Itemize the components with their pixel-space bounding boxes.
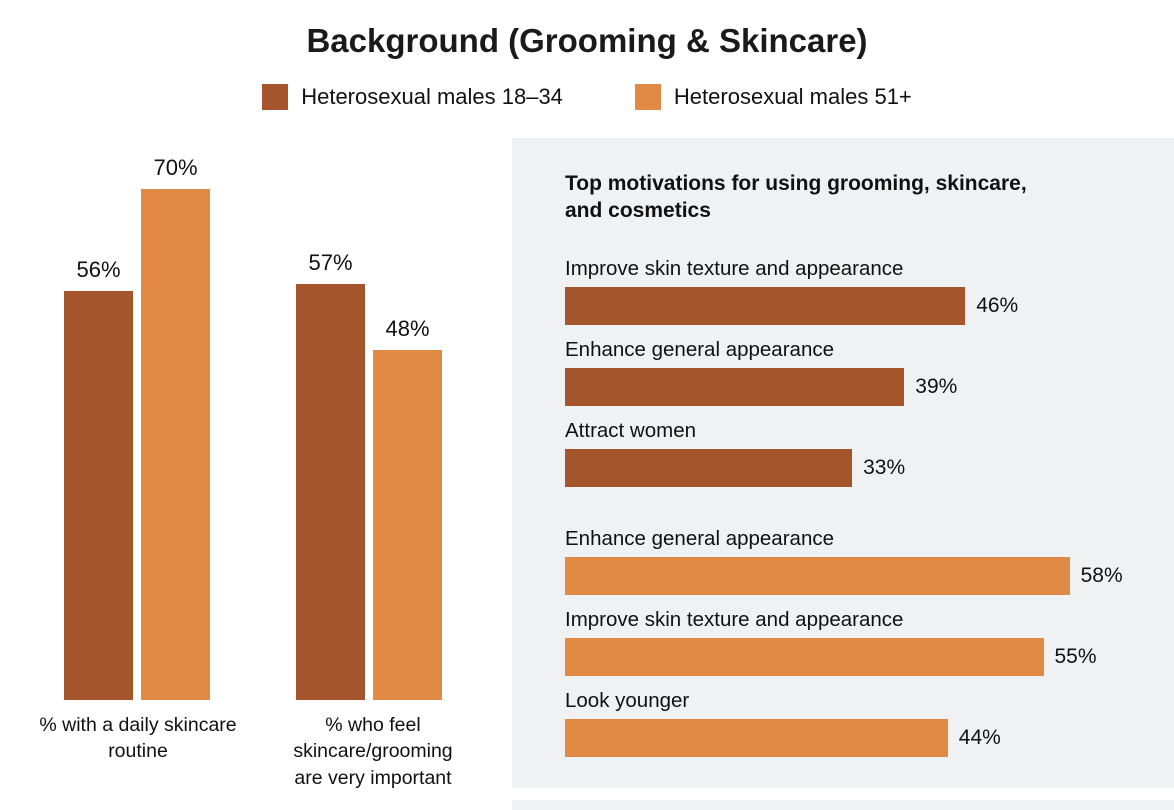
hbar-line: 58% [565, 556, 1174, 595]
bar-51-plus-daily-routine [141, 189, 210, 700]
hbar-51-plus-enhance-appearance [565, 556, 1070, 595]
bar-51-plus-very-important [373, 349, 442, 700]
category-label-daily-routine: % with a daily skincare routine [39, 714, 237, 763]
bar-18-34-daily-routine [64, 291, 133, 700]
hbar-18-34-enhance-appearance [565, 367, 905, 406]
hbar-value-label: 44% [958, 725, 1001, 749]
hbar-line: 39% [565, 367, 1174, 406]
series-gap [565, 500, 1174, 527]
motivations-panel: Top motivations for using grooming, skin… [512, 138, 1174, 788]
bar-value-label: 70% [153, 155, 198, 180]
hbar-18-34-attract-women [565, 448, 853, 487]
hbar-value-label: 58% [1080, 563, 1123, 587]
hbar-value-label: 39% [915, 374, 958, 398]
bar-wrap: 70% [141, 155, 210, 700]
hbar-51-plus-improve-skin [565, 637, 1044, 676]
hbar-row: Look younger 44% [565, 689, 1174, 757]
hbar-row: Attract women 33% [565, 419, 1174, 487]
legend-item-51-plus: Heterosexual males 51+ [634, 84, 912, 110]
hbar-label: Improve skin texture and appearance [565, 256, 904, 280]
vertical-bar-chart: 56% 70% 57% 48% [64, 155, 442, 700]
hbar-label: Enhance general appearance [565, 526, 834, 550]
bar-value-label: 56% [76, 257, 121, 283]
chart-legend: Heterosexual males 18–34 Heterosexual ma… [0, 84, 1174, 110]
bar-group-very-important: 57% 48% [296, 250, 442, 700]
hbar-line: 46% [565, 286, 1174, 325]
bar-18-34-very-important [296, 283, 365, 700]
hbar-label: Improve skin texture and appearance [565, 607, 904, 631]
hbar-row: Improve skin texture and appearance 55% [565, 608, 1174, 676]
legend-swatch-51-plus [634, 84, 661, 110]
hbar-value-label: 33% [863, 455, 906, 479]
bar-value-label: 48% [385, 315, 430, 341]
hbar-row: Improve skin texture and appearance 46% [565, 257, 1174, 325]
category-label-very-important: % who feel skincare/grooming are very im… [293, 714, 453, 789]
hbar-label: Attract women [565, 418, 697, 442]
hbar-51-plus-look-younger [565, 718, 948, 757]
hbar-value-label: 46% [976, 293, 1019, 317]
legend-item-18-34: Heterosexual males 18–34 [262, 84, 563, 110]
hbar-line: 55% [565, 637, 1174, 676]
panel-title: Top motivations for using grooming, skin… [565, 172, 1027, 223]
hbar-line: 44% [565, 718, 1174, 757]
legend-label-51-plus: Heterosexual males 51+ [673, 84, 912, 109]
bar-wrap: 56% [64, 257, 133, 700]
panel-bottom-strip [512, 800, 1174, 810]
bar-value-label: 57% [308, 249, 353, 275]
legend-label-18-34: Heterosexual males 18–34 [301, 84, 563, 109]
hbar-label: Look younger [565, 688, 690, 712]
hbar-line: 33% [565, 448, 1174, 487]
hbar-row: Enhance general appearance 39% [565, 338, 1174, 406]
bar-wrap: 48% [373, 316, 442, 700]
page-title: Background (Grooming & Skincare) [306, 22, 868, 59]
hbar-value-label: 55% [1054, 644, 1097, 668]
legend-swatch-18-34 [262, 84, 289, 110]
hbar-row: Enhance general appearance 58% [565, 527, 1174, 595]
bar-wrap: 57% [296, 250, 365, 700]
bar-group-daily-routine: 56% 70% [64, 155, 210, 700]
hbar-18-34-improve-skin [565, 286, 966, 325]
hbar-label: Enhance general appearance [565, 337, 834, 361]
